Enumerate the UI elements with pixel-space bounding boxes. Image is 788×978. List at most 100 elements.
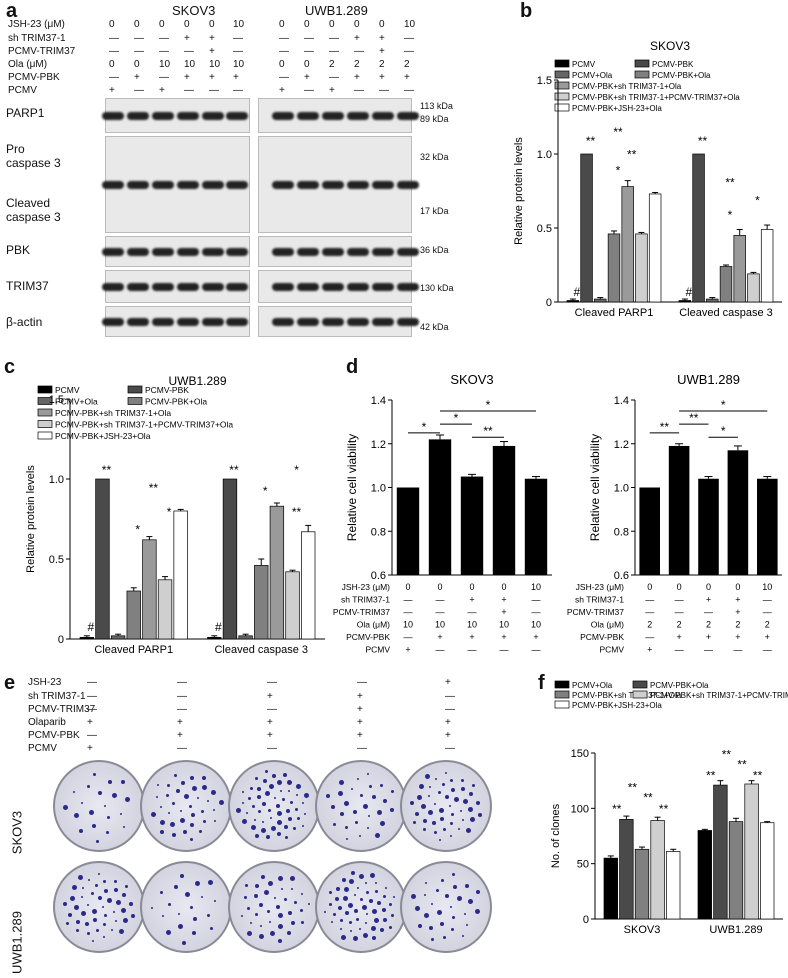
colony-dot xyxy=(75,929,79,933)
y-tick-label: 1.4 xyxy=(371,395,386,407)
colony-dot xyxy=(460,787,465,792)
blot-band xyxy=(297,283,319,291)
x-tick-label: SKOV3 xyxy=(624,924,661,936)
colony-dot xyxy=(73,790,76,793)
condition-value: + xyxy=(304,72,310,83)
colony-dot xyxy=(266,835,271,840)
colony-dot xyxy=(156,795,159,798)
colony-dot xyxy=(105,830,109,834)
colony-dot xyxy=(287,817,292,822)
significance-mark: # xyxy=(686,285,693,299)
condition-value: — xyxy=(704,607,713,617)
significance-mark: * xyxy=(755,193,760,207)
colony-dot xyxy=(372,909,378,915)
colony-dot xyxy=(249,786,253,790)
y-axis-label: Relative protein levels xyxy=(513,137,525,245)
bar xyxy=(79,637,94,640)
colony-dot xyxy=(388,925,392,929)
colony-dot xyxy=(466,923,469,926)
condition-value: + xyxy=(267,730,273,741)
blot-band xyxy=(272,112,294,120)
colony-dot xyxy=(193,916,198,921)
colony-dot xyxy=(199,830,203,834)
colony-dot xyxy=(114,920,117,923)
condition-value: 10 xyxy=(499,620,509,630)
kda-marker: 42 kDa xyxy=(420,322,449,332)
legend-entry: PCMV-PBK+Ola xyxy=(650,681,709,690)
condition-value: — xyxy=(468,645,477,655)
colony-dish xyxy=(315,760,407,852)
chart-c-uwb-protein: UWB1.289 PCMV PCMV-PBK PCMV+Ola PCMV-PBK+Ola… xyxy=(25,374,325,656)
colony-dot xyxy=(263,889,269,895)
colony-dot xyxy=(267,808,271,812)
colony-dot xyxy=(203,820,207,824)
colony-dot xyxy=(200,810,204,814)
condition-value: + xyxy=(405,645,410,655)
bar xyxy=(619,819,634,920)
colony-dot xyxy=(86,931,90,935)
colony-dot xyxy=(120,813,123,816)
y-tick-label: 0 xyxy=(583,914,589,926)
condition-value: 0 xyxy=(184,19,190,30)
colony-dot xyxy=(429,786,432,789)
significance-mark: ** xyxy=(628,781,638,795)
colony-dot xyxy=(265,791,271,797)
colony-dot xyxy=(103,805,106,807)
colony-dot xyxy=(286,930,291,935)
colony-dot xyxy=(79,829,84,834)
colony-dot xyxy=(363,932,369,938)
colony-dot xyxy=(368,784,372,788)
bar xyxy=(110,635,126,640)
colony-dot xyxy=(81,896,84,899)
bar xyxy=(747,273,760,303)
colony-dot xyxy=(103,913,107,917)
colony-dot xyxy=(179,873,184,878)
condition-value: — xyxy=(445,743,455,754)
colony-dot xyxy=(410,894,416,900)
colony-dot xyxy=(304,793,310,799)
colony-dot xyxy=(379,927,384,932)
condition-value: — xyxy=(733,645,742,655)
condition-value: + xyxy=(329,85,335,96)
colony-dot xyxy=(128,902,133,907)
bar xyxy=(173,510,188,640)
colony-dot xyxy=(433,830,437,834)
colony-dot xyxy=(276,819,282,825)
condition-value: + xyxy=(357,717,363,728)
bar xyxy=(621,186,634,303)
blot-band xyxy=(202,248,224,256)
colony-dot xyxy=(285,835,289,839)
colony-dot xyxy=(98,873,100,876)
condition-value: 0 xyxy=(329,19,335,30)
colony-dot xyxy=(159,830,164,835)
colony-dot xyxy=(374,917,380,923)
colony-dot xyxy=(254,834,259,839)
colony-dot xyxy=(170,822,176,828)
bar xyxy=(666,851,681,920)
blot-band xyxy=(127,181,149,189)
colony-dot xyxy=(167,812,170,815)
blot-band xyxy=(297,181,319,189)
colony-dot xyxy=(443,935,447,939)
legend-entry: PCMV+Ola xyxy=(55,397,98,407)
colony-dot xyxy=(374,890,378,894)
colony-dot xyxy=(439,839,441,841)
protein-label: TRIM37 xyxy=(6,279,49,293)
colony-dot xyxy=(363,803,369,809)
blot-strip xyxy=(258,98,419,133)
colony-dot xyxy=(167,902,171,906)
bar xyxy=(524,478,548,575)
significance-mark: * xyxy=(616,164,621,178)
colony-dot xyxy=(90,892,94,896)
colony-dot xyxy=(94,884,98,888)
colony-dot xyxy=(190,838,194,842)
colony-dot xyxy=(388,902,392,906)
colony-dot xyxy=(417,795,423,801)
colony-dot xyxy=(469,792,474,797)
colony-dot xyxy=(82,887,85,890)
colony-dot xyxy=(340,919,344,923)
condition-value: + xyxy=(469,595,474,605)
significance-mark: * xyxy=(135,522,140,536)
condition-value: — xyxy=(329,33,339,44)
colony-dot xyxy=(247,930,253,936)
